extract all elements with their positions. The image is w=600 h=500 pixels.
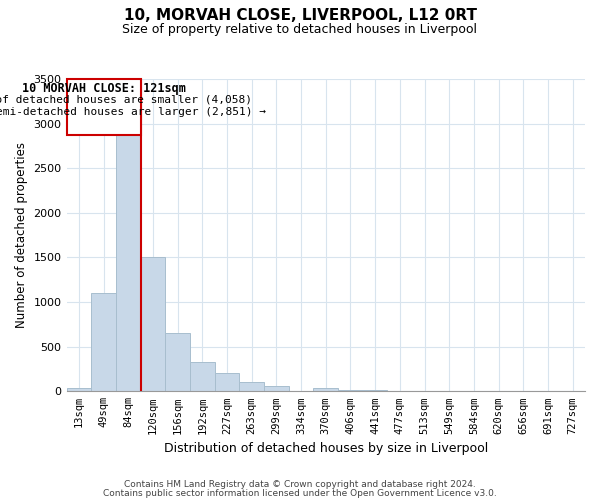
Bar	[363, 390, 388, 392]
Bar	[338, 390, 363, 392]
Bar	[190, 362, 215, 392]
Text: Contains HM Land Registry data © Crown copyright and database right 2024.: Contains HM Land Registry data © Crown c…	[124, 480, 476, 489]
Text: Size of property relative to detached houses in Liverpool: Size of property relative to detached ho…	[122, 22, 478, 36]
X-axis label: Distribution of detached houses by size in Liverpool: Distribution of detached houses by size …	[164, 442, 488, 455]
Text: Contains public sector information licensed under the Open Government Licence v3: Contains public sector information licen…	[103, 488, 497, 498]
Bar	[239, 382, 264, 392]
Bar	[313, 388, 338, 392]
Text: 10 MORVAH CLOSE: 121sqm: 10 MORVAH CLOSE: 121sqm	[22, 82, 185, 94]
Bar	[91, 293, 116, 392]
Y-axis label: Number of detached properties: Number of detached properties	[15, 142, 28, 328]
Bar	[264, 386, 289, 392]
Bar	[116, 131, 140, 392]
Text: 41% of semi-detached houses are larger (2,851) →: 41% of semi-detached houses are larger (…	[0, 106, 266, 117]
Bar	[165, 334, 190, 392]
Bar	[140, 256, 165, 392]
Text: 10, MORVAH CLOSE, LIVERPOOL, L12 0RT: 10, MORVAH CLOSE, LIVERPOOL, L12 0RT	[124, 8, 476, 22]
Bar	[215, 374, 239, 392]
Bar	[67, 388, 91, 392]
Text: ← 58% of detached houses are smaller (4,058): ← 58% of detached houses are smaller (4,…	[0, 94, 252, 104]
